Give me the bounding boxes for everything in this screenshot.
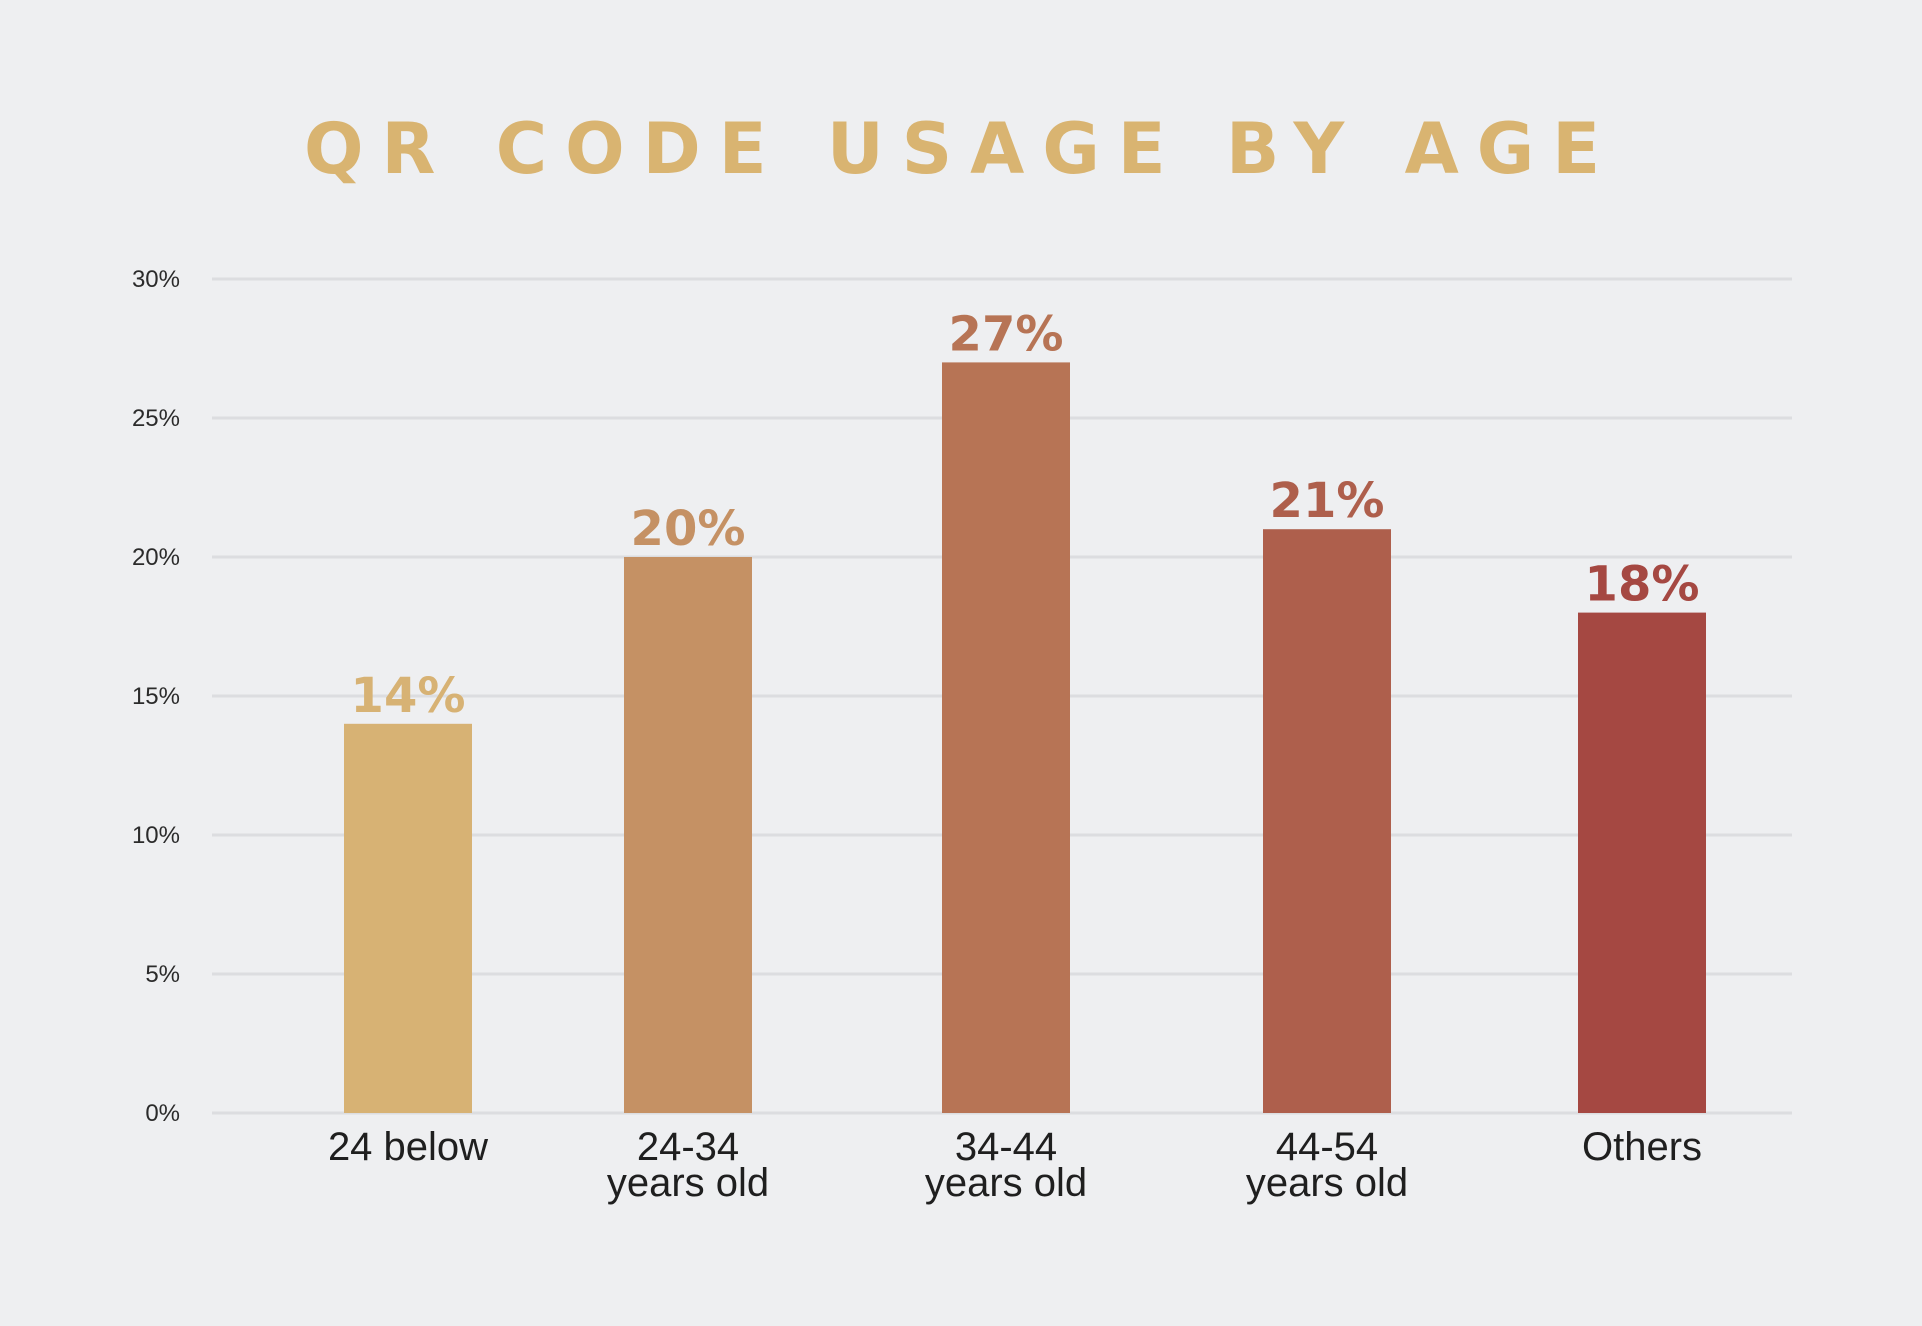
y-axis-ticks: 0% 5% 10% 15% 20% 25% 30%	[132, 266, 180, 1127]
bar-value-label: 27%	[949, 306, 1064, 362]
x-category-label: 34-44	[955, 1125, 1057, 1169]
bar	[1578, 612, 1706, 1113]
bar-value-label: 14%	[351, 668, 466, 724]
y-tick-label: 15%	[132, 683, 180, 710]
y-tick-label: 25%	[132, 405, 180, 432]
bar	[1263, 529, 1391, 1113]
bar-value-label: 20%	[631, 501, 746, 557]
bar	[624, 557, 752, 1113]
y-tick-label: 0%	[145, 1100, 180, 1127]
x-category-label: years old	[607, 1161, 769, 1205]
x-category-label: Others	[1582, 1125, 1702, 1169]
x-category-label: 24 below	[328, 1125, 488, 1169]
x-category-label: 24-34	[637, 1125, 739, 1169]
y-tick-label: 20%	[132, 544, 180, 571]
y-tick-label: 5%	[145, 961, 180, 988]
bar	[942, 362, 1070, 1113]
y-tick-label: 30%	[132, 266, 180, 293]
bar-value-label: 21%	[1270, 473, 1385, 529]
x-category-label: years old	[925, 1161, 1087, 1205]
x-category-label: 44-54	[1276, 1125, 1378, 1169]
x-category-label: years old	[1246, 1161, 1408, 1205]
bars	[344, 362, 1706, 1113]
y-tick-label: 10%	[132, 822, 180, 849]
bar	[344, 723, 472, 1113]
bar-value-label: 18%	[1585, 557, 1700, 613]
chart-title: QR CODE USAGE BY AGE	[303, 108, 1619, 190]
data-labels: 14% 20% 27% 21% 18%	[351, 306, 1700, 723]
